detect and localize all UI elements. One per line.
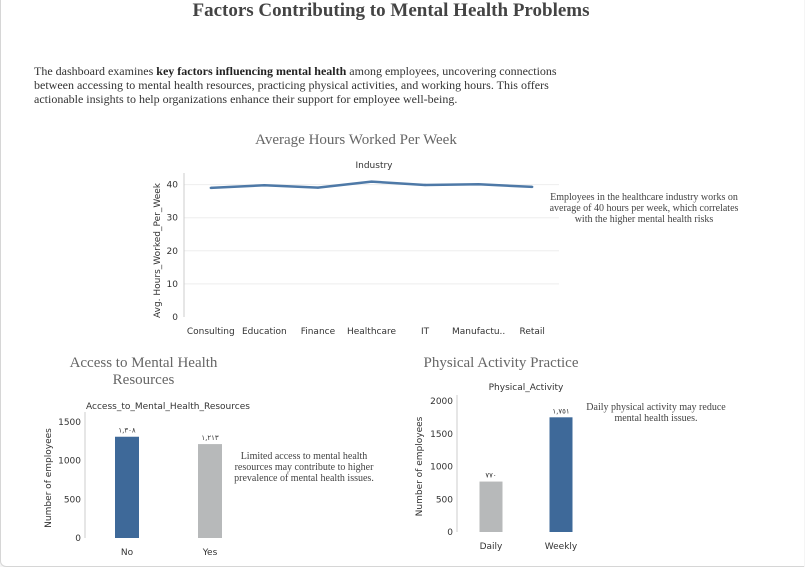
y-tick-label: 1000	[430, 463, 453, 473]
activity-bar	[479, 481, 503, 532]
data-label: ١,٧٥١	[552, 407, 569, 415]
activity-bar	[549, 417, 573, 532]
x-tick-label: Consulting	[187, 327, 235, 337]
hours-data-point	[531, 185, 534, 189]
y-tick-label: 10	[167, 280, 179, 290]
access-chart-annotation: Limited access to mental health resource…	[234, 451, 374, 484]
intro-text: The dashboard examines key factors influ…	[34, 64, 574, 106]
intro-text-end: among employees, uncovering connections …	[34, 64, 557, 106]
y-tick-label: 0	[172, 313, 178, 323]
page-title: Factors Contributing to Mental Health Pr…	[192, 0, 590, 21]
hours-data-point	[209, 186, 212, 190]
activity-chart-title: Physical Activity Practice	[423, 355, 579, 371]
x-tick-label: IT	[421, 327, 430, 337]
y-axis-label: Avg. Hours_Worked_Per_Week	[153, 182, 163, 318]
activity-chart-annotation: Daily physical activity may reduce menta…	[586, 402, 726, 424]
hours-chart-subtitle: Industry	[355, 161, 393, 171]
x-tick-label: Daily	[480, 542, 503, 552]
intro-text-bold: key factors influencing mental health	[156, 64, 347, 78]
x-tick-label: Retail	[519, 327, 544, 337]
hours-data-point	[370, 180, 373, 183]
data-label: ٧٧٠	[485, 472, 496, 480]
hours-chart-title: Average Hours Worked Per Week	[255, 132, 457, 148]
x-tick-label: No	[121, 548, 134, 558]
x-tick-label: Yes	[202, 548, 218, 558]
access-subtitle: Access_to_Mental_Health_Resources	[86, 402, 250, 412]
y-tick-label: 20	[167, 247, 179, 257]
y-tick-label: 2000	[430, 397, 453, 407]
y-tick-label: 0	[447, 528, 453, 538]
access-chart-title: Access to Mental Health Resources	[69, 355, 218, 388]
y-axis-label: Number of employees	[415, 416, 425, 516]
activity-subtitle: Physical_Activity	[489, 383, 564, 393]
x-tick-label: Education	[242, 327, 287, 337]
y-tick-label: 1500	[430, 430, 453, 440]
access-bar	[198, 444, 222, 538]
hours-data-point	[316, 186, 320, 189]
y-axis-label: Number of employees	[44, 428, 54, 528]
x-tick-label: Healthcare	[347, 327, 397, 337]
y-tick-label: 500	[436, 495, 453, 505]
hours-chart-annotation: Employees in the healthcare industry wor…	[549, 192, 739, 225]
y-tick-label: 500	[64, 495, 81, 505]
y-tick-label: 1500	[58, 418, 81, 428]
y-tick-label: 1000	[58, 457, 81, 467]
x-tick-label: Manufactu..	[452, 327, 505, 337]
x-tick-label: Weekly	[545, 542, 578, 552]
hours-data-point	[477, 183, 480, 186]
data-label: ١,٣٠٨	[118, 427, 136, 435]
y-tick-label: 40	[167, 181, 179, 191]
y-tick-label: 0	[75, 534, 81, 544]
hours-data-point	[423, 183, 427, 187]
access-bar	[115, 436, 139, 538]
intro-text-start: The dashboard examines	[34, 64, 157, 78]
x-tick-label: Finance	[301, 327, 336, 337]
hours-data-point	[263, 184, 266, 187]
data-label: ١,٢١٣	[201, 434, 219, 442]
y-tick-label: 30	[167, 214, 179, 224]
